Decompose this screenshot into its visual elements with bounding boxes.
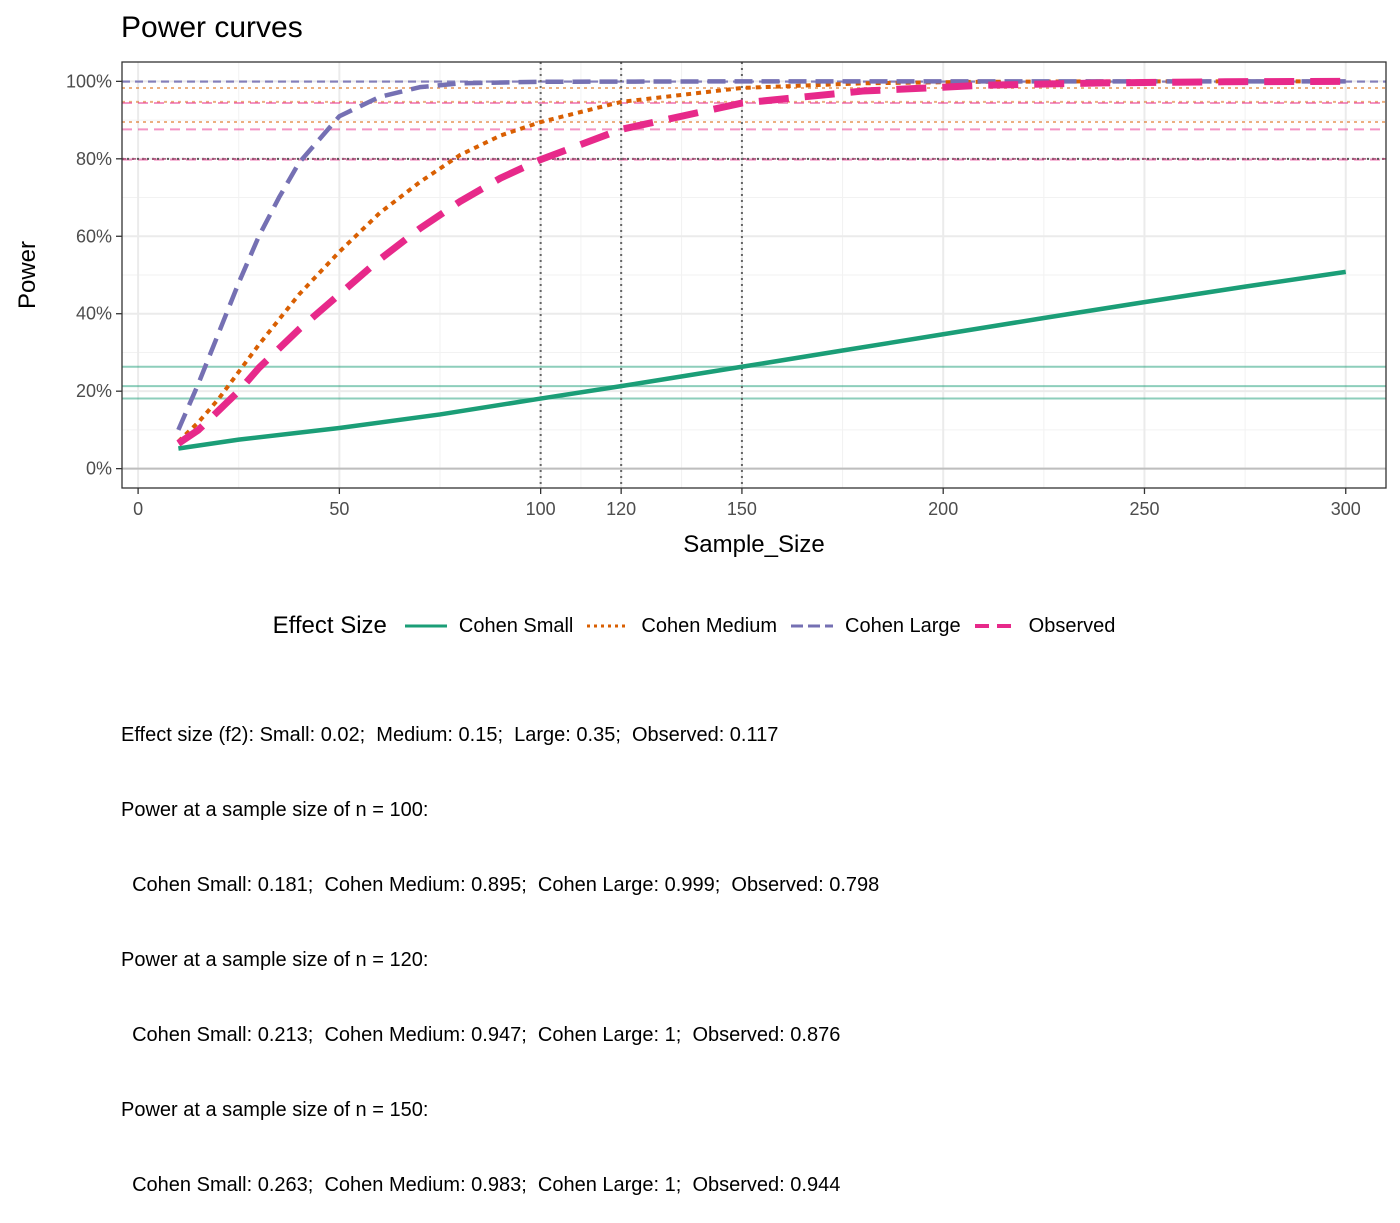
legend-item: Observed [973, 614, 1116, 638]
caption: Effect size (f2): Small: 0.02; Medium: 0… [121, 673, 879, 1223]
legend-key [974, 624, 1017, 628]
x-tick-label: 200 [928, 499, 958, 519]
legend-title: Effect Size [272, 612, 387, 639]
caption-line: Power at a sample size of n = 150: [121, 1099, 429, 1121]
legend-key [404, 624, 447, 628]
y-tick-label: 80% [76, 149, 112, 169]
x-tick-label: 0 [133, 499, 143, 519]
legend: Effect Size Cohen Small Cohen Medium Cohen… [0, 604, 1400, 648]
legend-item: Cohen Medium [585, 615, 777, 638]
x-axis-label: Sample_Size [683, 531, 824, 558]
power-curves-plot: 0 50 100 120 150 200 250 3000%20%40%60%80%100% … [14, 61, 1387, 558]
x-tick-label: 120 [606, 499, 636, 519]
y-axis-label: Power [14, 241, 41, 309]
legend-items: Cohen Small Cohen Medium Cohen Large Observ… [403, 615, 1128, 638]
chart-title: Power curves [121, 11, 303, 44]
axes: 0 50 100 120 150 200 250 300 0% 20% 40% 60% 80% 100% [66, 71, 1361, 519]
caption-line: Power at a sample size of n = 100: [121, 799, 429, 821]
y-tick-label: 20% [76, 381, 112, 401]
legend-item: Cohen Large [789, 615, 961, 638]
legend-key [791, 624, 834, 628]
series-line-observed [176, 77, 1346, 447]
y-tick-label: 0% [86, 459, 112, 479]
series-lines [176, 77, 1347, 451]
legend-label: Cohen Medium [641, 614, 778, 637]
x-tick-label: 100 [526, 499, 556, 519]
series-line-cohen-large [176, 79, 1346, 431]
legend-key [587, 624, 630, 628]
x-tick-label: 150 [727, 499, 757, 519]
caption-line: Cohen Small: 0.263; Cohen Medium: 0.983;… [121, 1174, 841, 1196]
y-tick-label: 40% [76, 304, 112, 324]
x-tick-label: 50 [329, 499, 349, 519]
legend-label: Observed [1028, 614, 1116, 637]
plot-panel-border [121, 61, 1387, 489]
legend-label: Cohen Large [845, 614, 961, 637]
series-line-cohen-medium [176, 79, 1346, 443]
y-tick-label: 100% [66, 71, 112, 91]
caption-line: Power at a sample size of n = 120: [121, 949, 429, 971]
x-tick-label: 250 [1129, 499, 1159, 519]
legend-item: Cohen Small [403, 614, 574, 638]
series-line-cohen-small [178, 269, 1347, 451]
legend-label: Cohen Small [458, 614, 574, 637]
caption-line: Effect size (f2): Small: 0.02; Medium: 0… [121, 724, 779, 746]
x-tick-label: 300 [1331, 499, 1361, 519]
caption-line: Cohen Small: 0.213; Cohen Medium: 0.947;… [121, 1024, 841, 1046]
caption-line: Cohen Small: 0.181; Cohen Medium: 0.895;… [121, 874, 880, 896]
y-tick-label: 60% [76, 226, 112, 246]
